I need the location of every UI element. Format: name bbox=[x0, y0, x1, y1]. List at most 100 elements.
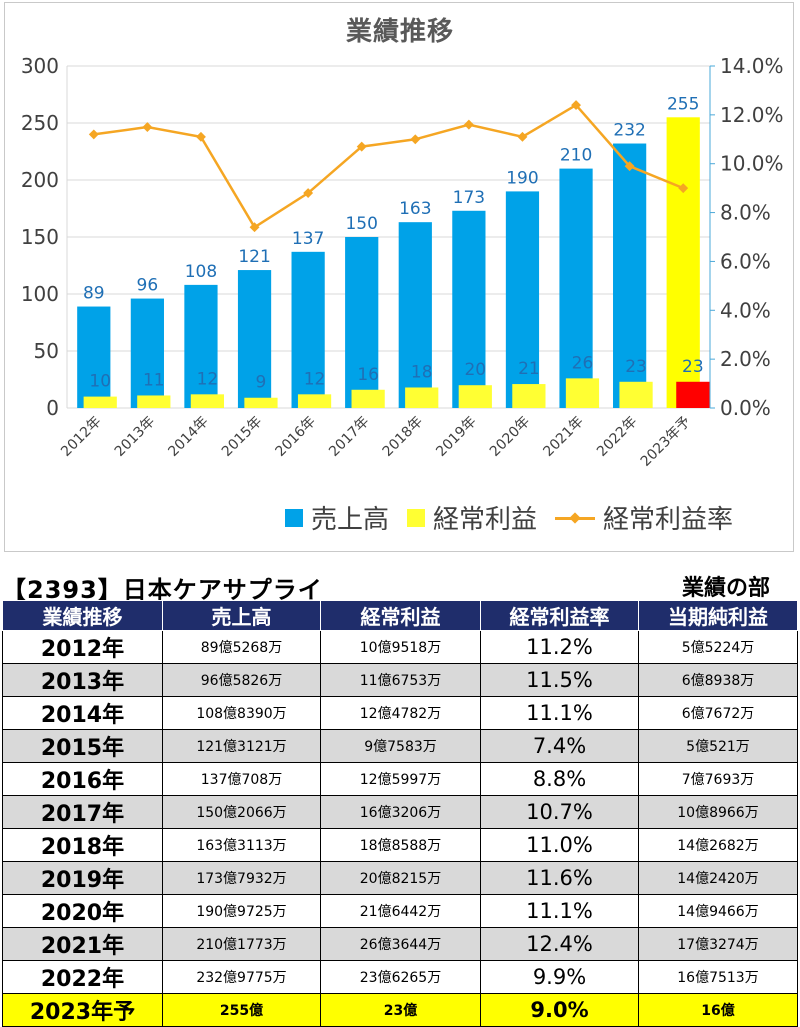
cell-net-income: 14億9466万 bbox=[638, 894, 798, 928]
cell-period: 2022年 bbox=[2, 960, 163, 994]
legend-swatch-profit bbox=[407, 508, 426, 527]
profit-bar bbox=[619, 381, 653, 408]
sales-bar bbox=[184, 284, 218, 408]
x-tick-label: 2019年 bbox=[433, 414, 479, 460]
sales-bar bbox=[505, 191, 540, 408]
cell-net-income: 16億7513万 bbox=[638, 960, 798, 994]
cell-sales: 173億7932万 bbox=[162, 861, 321, 895]
x-tick-label: 2018年 bbox=[380, 414, 426, 460]
table-row: 2020年 190億9725万 21億6442万 11.1% 14億9466万 bbox=[2, 894, 798, 928]
sales-bar bbox=[345, 237, 379, 408]
profit-data-label: 18 bbox=[411, 362, 433, 382]
rate-point bbox=[571, 100, 581, 111]
cell-period: 2018年 bbox=[2, 828, 163, 862]
sales-data-label: 121 bbox=[238, 247, 270, 267]
table-row: 2015年 121億3121万 9億7583万 7.4% 5億521万 bbox=[2, 729, 798, 763]
sales-data-label: 190 bbox=[506, 168, 538, 188]
rate-point bbox=[678, 183, 689, 194]
sales-data-label: 89 bbox=[83, 284, 105, 304]
cell-sales: 137億708万 bbox=[162, 762, 321, 796]
company-title: 【2393】日本ケアサプライ bbox=[2, 576, 323, 604]
cell-net-income: 10億8966万 bbox=[638, 795, 798, 829]
cell-sales: 96億5826万 bbox=[162, 663, 321, 697]
sales-data-label: 108 bbox=[185, 262, 217, 282]
header-period: 業績推移 bbox=[2, 600, 163, 631]
cell-net-income: 17億3274万 bbox=[638, 927, 798, 961]
cell-sales: 255億 bbox=[162, 993, 321, 1027]
sales-bar bbox=[77, 306, 111, 408]
legend-item-sales: 売上高 bbox=[285, 499, 389, 536]
cell-profit-rate: 9.9% bbox=[480, 960, 639, 994]
profit-data-label: 12 bbox=[197, 369, 219, 389]
sales-bar bbox=[398, 222, 432, 408]
y-left-tick-label: 200 bbox=[21, 168, 59, 192]
x-tick-label: 2021年 bbox=[540, 414, 586, 460]
cell-ordinary-profit: 23億6265万 bbox=[320, 960, 481, 994]
cell-ordinary-profit: 16億3206万 bbox=[320, 795, 481, 829]
profit-bar bbox=[83, 396, 117, 408]
cell-period: 2017年 bbox=[2, 795, 163, 829]
profit-bar bbox=[297, 394, 332, 408]
profit-data-label: 11 bbox=[143, 370, 165, 390]
sales-data-label: 173 bbox=[453, 188, 485, 208]
x-tick-label: 2017年 bbox=[326, 414, 372, 460]
sales-data-label: 163 bbox=[399, 199, 431, 219]
x-tick-label: 2023年予 bbox=[638, 414, 694, 470]
rate-point bbox=[624, 161, 635, 172]
table-row: 2019年 173億7932万 20億8215万 11.6% 14億2420万 bbox=[2, 861, 798, 895]
profit-bar bbox=[351, 389, 385, 408]
rate-point bbox=[517, 131, 528, 142]
cell-net-income: 6億8938万 bbox=[638, 663, 798, 697]
y-right-tick-label: 4.0% bbox=[720, 298, 771, 322]
cell-sales: 163億3113万 bbox=[162, 828, 321, 862]
profit-bar bbox=[676, 381, 710, 408]
sales-bar bbox=[613, 143, 647, 408]
rate-point bbox=[88, 129, 99, 140]
rate-point bbox=[463, 119, 474, 130]
cell-ordinary-profit: 9億7583万 bbox=[320, 729, 481, 763]
y-left-tick-label: 150 bbox=[21, 225, 59, 249]
rate-point bbox=[356, 141, 367, 152]
performance-table: 業績推移 売上高 経常利益 経常利益率 当期純利益 2012年 89億5268万 1… bbox=[2, 600, 798, 1027]
cell-period: 2020年 bbox=[2, 894, 163, 928]
profit-data-label: 12 bbox=[304, 369, 326, 389]
table-row: 2014年 108億8390万 12億4782万 11.1% 6億7672万 bbox=[2, 696, 798, 730]
sales-bar bbox=[559, 168, 593, 408]
legend-item-profit: 経常利益 bbox=[407, 499, 537, 536]
sales-data-label: 232 bbox=[613, 121, 645, 141]
rate-line bbox=[93, 103, 684, 229]
table-row: 2016年 137億708万 12億5997万 8.8% 7億7693万 bbox=[2, 762, 798, 796]
y-left-tick-label: 100 bbox=[21, 282, 59, 306]
cell-ordinary-profit: 21億6442万 bbox=[320, 894, 481, 928]
sales-bar bbox=[130, 298, 164, 408]
legend-label-rate: 経常利益率 bbox=[603, 505, 734, 535]
profit-bar bbox=[512, 384, 546, 408]
y-left-tick-label: 250 bbox=[21, 111, 59, 135]
cell-net-income: 6億7672万 bbox=[638, 696, 798, 730]
cell-period: 2016年 bbox=[2, 762, 163, 796]
y-right-tick-label: 8.0% bbox=[720, 201, 771, 225]
cell-net-income: 5億5224万 bbox=[638, 630, 798, 664]
rate-point bbox=[410, 134, 421, 145]
cell-sales: 232億9775万 bbox=[162, 960, 321, 994]
chart-panel: 0 50 100 150 200 250 300 0.0% 2.0% 4.0% 6.0% 8.0% 10… bbox=[4, 2, 794, 552]
y-right-tick-label: 6.0% bbox=[720, 249, 771, 273]
table-row: 2022年 232億9775万 23億6265万 9.9% 16億7513万 bbox=[2, 960, 798, 994]
cell-net-income: 14億2682万 bbox=[638, 828, 798, 862]
y-left-tick-label: 50 bbox=[34, 339, 59, 363]
x-tick-label: 2015年 bbox=[219, 414, 265, 460]
legend-label-profit: 経常利益 bbox=[433, 505, 538, 535]
profit-bar bbox=[137, 395, 171, 408]
cell-ordinary-profit: 10億9518万 bbox=[320, 630, 481, 664]
table-body: 2012年 89億5268万 10億9518万 11.2% 5億5224万 2013年 96… bbox=[2, 630, 798, 1027]
x-tick-label: 2022年 bbox=[594, 414, 640, 460]
cell-sales: 150億2066万 bbox=[162, 795, 321, 829]
chart-legend: 売上高 経常利益 経常利益率 bbox=[285, 499, 733, 536]
header-ordinary-profit: 経常利益 bbox=[320, 600, 481, 631]
rate-point bbox=[196, 131, 206, 142]
legend-swatch-sales bbox=[285, 508, 303, 527]
cell-period: 2014年 bbox=[2, 696, 163, 730]
cell-profit-rate: 12.4% bbox=[480, 927, 639, 961]
cell-net-income: 14億2420万 bbox=[638, 861, 798, 895]
x-tick-label: 2012年 bbox=[58, 414, 104, 460]
